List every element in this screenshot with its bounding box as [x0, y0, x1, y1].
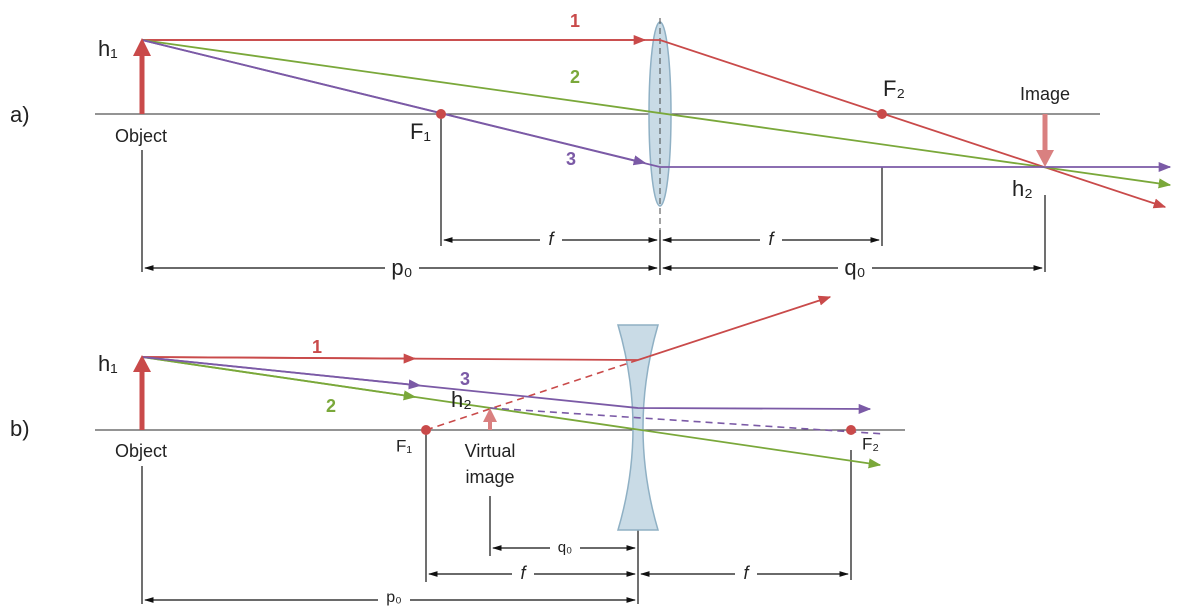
- focal-point: [421, 425, 431, 435]
- ray-3-arrow: [142, 357, 420, 386]
- ray-label: 3: [460, 369, 470, 389]
- ray-1: [142, 297, 830, 360]
- ray-label: 1: [570, 11, 580, 31]
- panel-label: a): [10, 102, 30, 127]
- object-label: Object: [115, 126, 167, 146]
- focal-point-label: F₂: [862, 434, 879, 453]
- dimension-lines: [142, 114, 1045, 280]
- ray-label: 2: [570, 67, 580, 87]
- ray-3-arrow: [142, 40, 645, 163]
- object-height-label: h₁: [98, 36, 118, 61]
- focal-point-label: F₁: [396, 436, 412, 455]
- ray-label: 1: [312, 337, 322, 357]
- object-label: Object: [115, 441, 167, 461]
- object-distance-label: p₀: [386, 589, 402, 606]
- image-height-label: h₂: [1012, 176, 1033, 201]
- virtual-image-label: image: [465, 467, 514, 487]
- focal-point: [436, 109, 446, 119]
- image-distance-label: q₀: [558, 539, 573, 556]
- ray-label: 3: [566, 149, 576, 169]
- panel-label: b): [10, 416, 30, 441]
- panel-a: a) f f p₀ q₀ 1 2 3 h₁ h₂ Object Image F₁…: [10, 11, 1170, 280]
- focal-point-label: F₂: [883, 76, 905, 101]
- object-distance-label: p₀: [391, 255, 412, 280]
- panel-b: b) q₀ f f p₀ 1 2 3 h₁ h₂ Object Virtual …: [10, 297, 905, 609]
- ray-2-arrow: [142, 357, 415, 397]
- lens-diagram: a) f f p₀ q₀ 1 2 3 h₁ h₂ Object Image F₁…: [0, 0, 1177, 610]
- virtual-image-label: Virtual: [465, 441, 516, 461]
- object-height-label: h₁: [98, 351, 118, 376]
- focal-point: [846, 425, 856, 435]
- focal-point-label: F₁: [410, 119, 431, 144]
- ray-1-arrow: [142, 357, 415, 359]
- ray-3: [142, 357, 870, 409]
- ray-label: 2: [326, 396, 336, 416]
- focal-point: [877, 109, 887, 119]
- image-height-label: h₂: [451, 387, 472, 412]
- image-label: Image: [1020, 84, 1070, 104]
- image-distance-label: q₀: [844, 255, 865, 280]
